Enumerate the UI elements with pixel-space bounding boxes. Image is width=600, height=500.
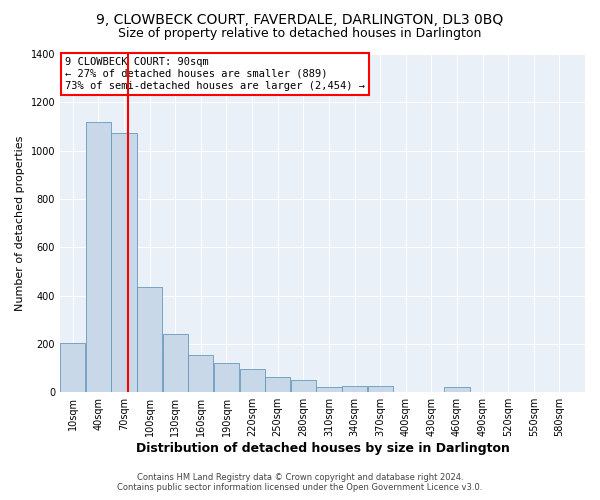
Text: 9 CLOWBECK COURT: 90sqm
← 27% of detached houses are smaller (889)
73% of semi-d: 9 CLOWBECK COURT: 90sqm ← 27% of detache… — [65, 58, 365, 90]
Bar — [445, 388, 470, 392]
Bar — [265, 376, 290, 392]
Bar — [137, 287, 162, 392]
Bar — [316, 388, 341, 392]
Text: Size of property relative to detached houses in Darlington: Size of property relative to detached ho… — [118, 28, 482, 40]
Text: 9, CLOWBECK COURT, FAVERDALE, DARLINGTON, DL3 0BQ: 9, CLOWBECK COURT, FAVERDALE, DARLINGTON… — [97, 12, 503, 26]
Bar — [86, 122, 111, 392]
Bar — [112, 132, 137, 392]
Bar — [60, 342, 85, 392]
Bar — [188, 355, 214, 392]
Text: Contains HM Land Registry data © Crown copyright and database right 2024.
Contai: Contains HM Land Registry data © Crown c… — [118, 473, 482, 492]
Bar — [239, 370, 265, 392]
Y-axis label: Number of detached properties: Number of detached properties — [15, 136, 25, 311]
Bar — [163, 334, 188, 392]
Bar — [368, 386, 393, 392]
X-axis label: Distribution of detached houses by size in Darlington: Distribution of detached houses by size … — [136, 442, 509, 455]
Bar — [214, 363, 239, 392]
Bar — [291, 380, 316, 392]
Bar — [342, 386, 367, 392]
